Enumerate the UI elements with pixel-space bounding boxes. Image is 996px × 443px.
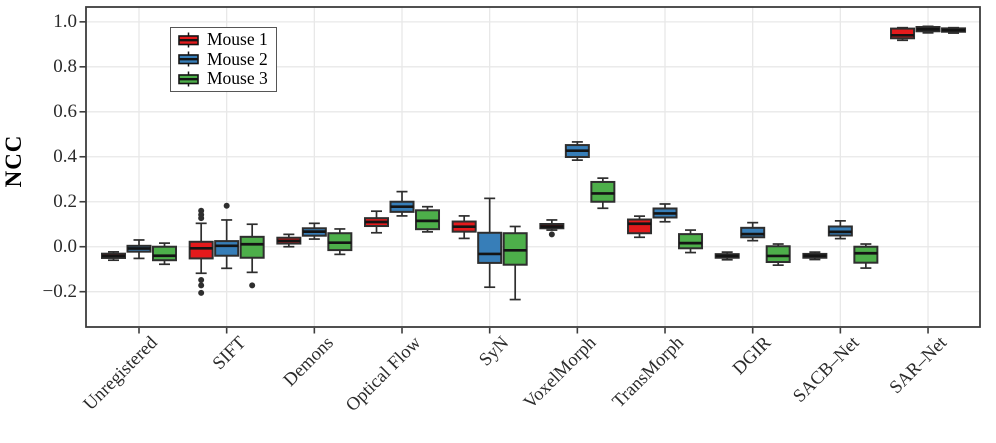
panel-border	[85, 6, 981, 328]
legend-item-mouse-1: Mouse 1	[177, 29, 268, 50]
boxplot-glyph-red-icon	[178, 32, 199, 48]
boxplot-mouse-2-sacb-net	[827, 220, 853, 240]
boxplot-mouse-1-syn	[451, 215, 477, 240]
boxplot-mouse-1-optical-flow	[364, 210, 390, 234]
boxplot-mouse-1-voxelmorph	[539, 219, 565, 238]
y-tick-label: −0.2	[42, 280, 77, 302]
boxplot-mouse-3-voxelmorph	[590, 177, 616, 210]
boxplot-mouse-1-dgir	[714, 251, 740, 261]
boxplot-mouse-2-transmorph	[652, 203, 678, 223]
boxplot-mouse-2-sift	[214, 202, 240, 270]
boxplot-glyph-blue-icon	[178, 51, 199, 67]
boxplot-mouse-2-demons	[301, 222, 327, 240]
y-tick-label: 0.0	[53, 235, 77, 257]
boxplot-mouse-2-optical-flow	[389, 190, 415, 217]
boxplot-mouse-2-voxelmorph	[564, 141, 590, 161]
boxplot-mouse-2-syn	[477, 197, 503, 289]
y-tick-label: 1.0	[53, 10, 77, 32]
boxplot-mouse-3-sar-net	[941, 26, 967, 34]
boxplot-mouse-3-unregistered	[152, 242, 177, 266]
boxplot-mouse-2-unregistered	[126, 239, 152, 260]
boxplot-mouse-1-sift	[188, 207, 214, 296]
boxplot-mouse-2-sar-net	[915, 25, 941, 34]
legend-item-mouse-2: Mouse 2	[177, 48, 268, 70]
boxplot-mouse-3-transmorph	[678, 229, 704, 254]
y-tick-label: 0.6	[53, 100, 77, 122]
boxplot-mouse-1-sar-net	[890, 26, 916, 42]
legend-label-mouse-2: Mouse 2	[207, 48, 268, 69]
boxplot-mouse-1-transmorph	[627, 215, 653, 239]
boxplot-mouse-3-optical-flow	[415, 205, 441, 233]
y-tick-label: 0.4	[53, 145, 77, 167]
legend-label-mouse-1: Mouse 1	[207, 29, 268, 50]
y-tick-label: 0.8	[53, 55, 77, 77]
boxplot-mouse-3-demons	[327, 228, 353, 256]
boxplot-mouse-3-sift	[239, 223, 265, 289]
legend-item-mouse-3: Mouse 3	[177, 68, 268, 89]
boxplot-mouse-3-syn	[502, 225, 528, 301]
boxplot-mouse-2-dgir	[740, 221, 766, 242]
boxplot-glyph-green-icon	[178, 71, 199, 87]
boxplot-mouse-1-unregistered	[101, 251, 126, 262]
boxplot-mouse-3-dgir	[765, 243, 791, 267]
legend-label-mouse-3: Mouse 3	[207, 68, 268, 89]
boxplot-mouse-1-demons	[276, 233, 302, 248]
legend: Mouse 1 Mouse 2 Mouse 3	[170, 27, 277, 92]
y-tick-label: 0.2	[53, 190, 77, 212]
boxplot-mouse-3-sacb-net	[853, 243, 879, 269]
boxplot-mouse-1-sacb-net	[802, 251, 828, 261]
